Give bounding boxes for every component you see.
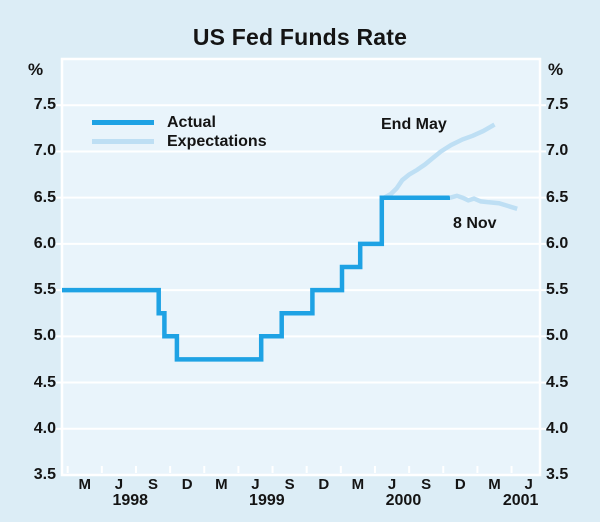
y-axis-label-right: 5.0	[546, 327, 569, 345]
x-axis-year-label: 2001	[502, 492, 539, 509]
y-axis-label-left: 5.5	[33, 281, 56, 299]
y-axis-label-right: 7.0	[546, 142, 569, 160]
legend-swatch-actual	[92, 120, 154, 125]
x-axis-month-label: D	[318, 476, 330, 493]
y-axis-label-left: 6.5	[33, 188, 56, 206]
y-axis-label-right: 4.0	[546, 419, 569, 437]
x-axis-month-label: M	[351, 476, 365, 493]
annotation-8-nov: 8 Nov	[453, 215, 497, 232]
y-axis-label-right: 6.5	[546, 188, 569, 206]
y-axis-label-right: 6.0	[546, 234, 569, 252]
x-axis-month-label: S	[421, 476, 432, 493]
y-axis-label-left: 6.0	[33, 234, 56, 252]
x-axis-year-label: 2000	[385, 492, 422, 509]
series-actual	[62, 195, 451, 362]
x-axis-month-label: J	[524, 476, 533, 493]
x-axis-year-label: 1998	[112, 492, 149, 509]
legend-item-expectations: Expectations	[92, 132, 267, 151]
x-axis-month-label: D	[454, 476, 466, 493]
y-axis-label-left: 5.0	[33, 327, 56, 345]
x-axis-month-label: J	[114, 476, 124, 493]
y-axis-label-left: 4.5	[33, 373, 56, 391]
x-axis-year-label: 1999	[249, 492, 285, 509]
x-axis-month-label: M	[488, 476, 501, 493]
legend-label-actual: Actual	[167, 114, 216, 131]
y-axis-label-left: 3.5	[33, 466, 56, 483]
x-axis-month-label: J	[251, 476, 260, 493]
plot-frame	[60, 57, 542, 477]
x-axis-month-label: S	[148, 476, 159, 493]
legend-swatch-expectations	[92, 139, 154, 144]
y-axis-label-left: 7.5	[33, 96, 56, 114]
chart-title: US Fed Funds Rate	[192, 24, 408, 50]
y-axis-label-right: 4.5	[546, 373, 569, 391]
x-axis-month-label: D	[181, 476, 193, 493]
legend: Actual Expectations	[92, 113, 267, 151]
y-axis-label-left: 7.0	[33, 142, 56, 160]
x-axis-month-label: J	[387, 476, 397, 493]
y-axis-unit-right: %	[548, 60, 564, 79]
series-expectations-8-nov-	[449, 193, 518, 211]
annotation-end-may: End May	[381, 116, 447, 133]
y-axis-unit-left: %	[28, 60, 44, 79]
series-expectations-end-may-	[383, 122, 496, 200]
x-axis-month-label: S	[284, 476, 295, 493]
y-axis-label-right: 7.5	[546, 96, 569, 114]
x-axis-month-label: M	[78, 476, 92, 493]
plot-background	[62, 59, 540, 475]
legend-item-actual: Actual	[92, 113, 267, 132]
y-axis-label-left: 4.0	[33, 419, 56, 437]
y-axis-label-right: 5.5	[546, 281, 569, 299]
legend-label-expectations: Expectations	[167, 133, 267, 150]
y-axis-label-right: 3.5	[546, 466, 569, 483]
x-axis-month-label: M	[215, 476, 228, 493]
